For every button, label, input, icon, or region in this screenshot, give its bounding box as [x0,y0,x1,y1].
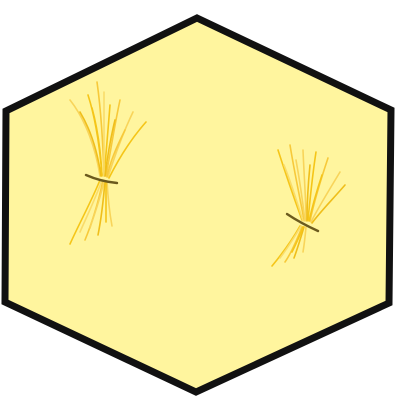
wheat-hex-tile[interactable] [5,18,391,392]
